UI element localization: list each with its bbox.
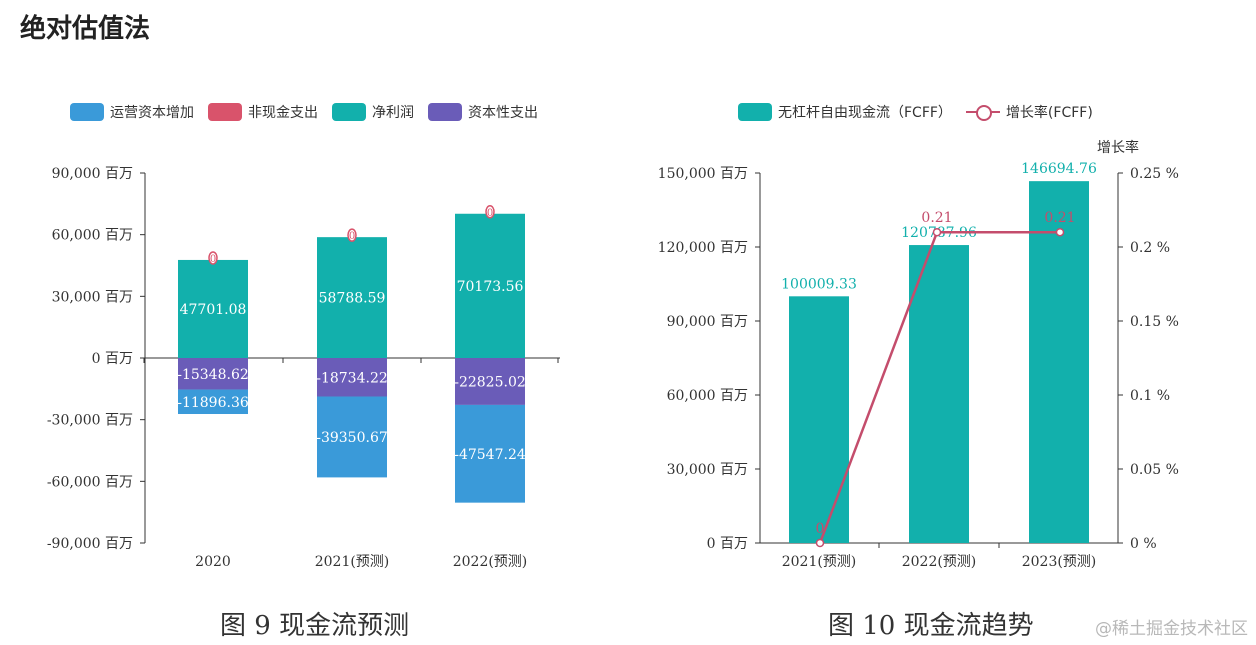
y2-tick-label: 0.15 % — [1130, 314, 1179, 330]
x-tick-label: 2022(预测) — [902, 554, 977, 570]
bar-fcff — [909, 245, 969, 543]
data-label: 100009.33 — [781, 276, 857, 292]
legend-item[interactable]: 运营资本增加 — [70, 102, 194, 122]
legend-swatch — [70, 103, 104, 121]
data-label: 146694.76 — [1021, 161, 1097, 177]
y2-axis-title: 增长率 — [1097, 139, 1139, 156]
y-tick-label: 30,000 百万 — [52, 289, 133, 305]
bar-运营资本增加 — [455, 404, 525, 503]
y-tick-label: 30,000 百万 — [667, 462, 748, 478]
y-tick-label: 150,000 百万 — [658, 166, 748, 182]
y-tick-label: -90,000 百万 — [47, 536, 133, 552]
x-tick-label: 2021(预测) — [782, 554, 857, 570]
data-label: 0.21 — [921, 210, 952, 226]
bar-净利润 — [455, 213, 525, 358]
caption-left: 图 9 现金流预测 — [220, 611, 410, 641]
legend-label: 资本性支出 — [468, 105, 538, 121]
legend-item[interactable]: 净利润 — [332, 102, 414, 122]
data-label: -15348.62 — [177, 367, 249, 383]
legend-item[interactable]: 资本性支出 — [428, 102, 538, 122]
data-label: 0 — [487, 208, 493, 219]
legend-label: 增长率(FCFF) — [1005, 105, 1093, 121]
y-tick-label: 60,000 百万 — [52, 228, 133, 244]
cash-flow-forecast-chart: 90,000 百万 60,000 百万 30,000 百万 0 百万 -30,000 百… — [47, 166, 560, 570]
y2-tick-label: 0.25 % — [1130, 166, 1179, 182]
y2-tick-label: 0.2 % — [1130, 240, 1170, 256]
y-tick-label: -60,000 百万 — [47, 474, 133, 490]
legend-right: 无杠杆自由现金流（FCFF） 增长率(FCFF) — [738, 102, 1093, 122]
y-tick-label: 90,000 百万 — [52, 166, 133, 182]
legend-label: 无杠杆自由现金流（FCFF） — [778, 105, 952, 121]
legend-left: 运营资本增加 非现金支出 净利润 资本性支出 — [70, 102, 538, 122]
legend-item[interactable]: 无杠杆自由现金流（FCFF） — [738, 102, 952, 122]
data-label: 0 — [816, 521, 825, 537]
y-tick-label: 0 百万 — [92, 351, 133, 367]
data-label: -47547.24 — [454, 447, 526, 463]
legend-swatch — [208, 103, 242, 121]
bar-资本性支出 — [317, 358, 387, 397]
data-label: 47701.08 — [180, 302, 247, 318]
bar-净利润 — [178, 259, 248, 358]
data-label: -22825.02 — [454, 374, 526, 390]
x-tick-label: 2021(预测) — [315, 554, 390, 570]
legend-item[interactable]: 非现金支出 — [208, 102, 318, 122]
y-tick-label: -30,000 百万 — [47, 413, 133, 429]
bar-fcff — [789, 296, 849, 543]
y-tick-label: 0 百万 — [707, 536, 748, 552]
legend-label: 净利润 — [372, 105, 414, 121]
bar-运营资本增加 — [178, 389, 248, 415]
legend-item[interactable]: 增长率(FCFF) — [965, 102, 1093, 122]
data-label: 0 — [349, 231, 355, 242]
x-tick-label: 2023(预测) — [1022, 554, 1097, 570]
data-label: 0 — [210, 254, 216, 265]
y-tick-label: 90,000 百万 — [667, 314, 748, 330]
bar-净利润 — [317, 237, 387, 358]
x-tick-label: 2022(预测) — [453, 554, 528, 570]
x-tick-label: 2020 — [195, 554, 231, 570]
growth-rate-point — [1055, 227, 1065, 237]
bar-fcff — [1029, 181, 1089, 543]
bar-运营资本增加 — [317, 396, 387, 478]
data-label: -11896.36 — [177, 395, 249, 411]
growth-rate-point — [932, 227, 942, 237]
legend-swatch — [428, 103, 462, 121]
data-label: 58788.59 — [319, 291, 386, 307]
data-label: -18734.22 — [316, 370, 388, 386]
legend-label: 运营资本增加 — [110, 105, 194, 121]
zero-marker — [208, 251, 218, 265]
data-label: -39350.67 — [316, 430, 388, 446]
watermark: @稀土掘金技术社区 — [1095, 619, 1248, 639]
bar-资本性支出 — [178, 358, 248, 390]
y2-tick-label: 0.05 % — [1130, 462, 1179, 478]
bar-资本性支出 — [455, 358, 525, 405]
legend-line-marker — [965, 103, 1000, 121]
cash-flow-trend-chart: 150,000 百万 120,000 百万 90,000 百万 60,000 百万 30… — [658, 139, 1179, 570]
zero-marker — [347, 228, 357, 242]
legend-swatch — [738, 103, 772, 121]
zero-marker — [485, 205, 495, 219]
legend-label: 非现金支出 — [248, 105, 318, 121]
data-label: 0.21 — [1044, 210, 1075, 226]
caption-right: 图 10 现金流趋势 — [828, 611, 1034, 641]
y-tick-label: 120,000 百万 — [658, 240, 748, 256]
y2-tick-label: 0 % — [1130, 536, 1157, 552]
page-title: 绝对估值法 — [20, 14, 151, 44]
data-label: 70173.56 — [457, 279, 524, 295]
growth-rate-point — [815, 538, 825, 548]
y-tick-label: 60,000 百万 — [667, 388, 748, 404]
legend-swatch — [332, 103, 366, 121]
y2-tick-label: 0.1 % — [1130, 388, 1170, 404]
